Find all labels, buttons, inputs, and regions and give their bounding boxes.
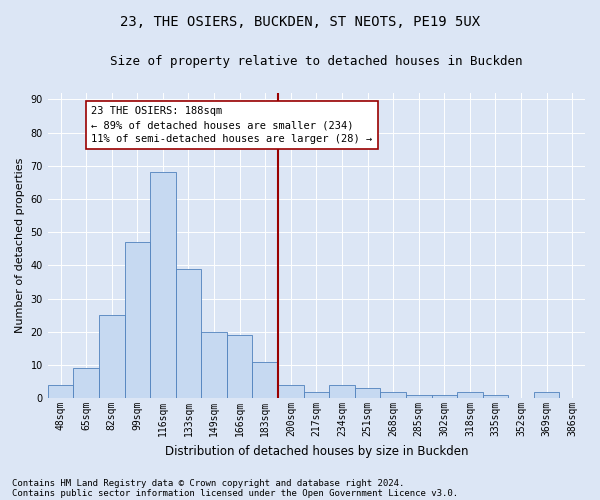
Bar [431,395,457,398]
Bar [329,385,355,398]
Bar [355,388,380,398]
Bar [304,392,329,398]
Title: Size of property relative to detached houses in Buckden: Size of property relative to detached ho… [110,55,523,68]
Text: 23 THE OSIERS: 188sqm
← 89% of detached houses are smaller (234)
11% of semi-det: 23 THE OSIERS: 188sqm ← 89% of detached … [91,106,373,144]
Bar [380,392,406,398]
Text: Contains public sector information licensed under the Open Government Licence v3: Contains public sector information licen… [12,488,458,498]
Y-axis label: Number of detached properties: Number of detached properties [15,158,25,333]
Bar [99,315,125,398]
Bar [73,368,99,398]
Bar [482,395,508,398]
Bar [150,172,176,398]
X-axis label: Distribution of detached houses by size in Buckden: Distribution of detached houses by size … [164,444,468,458]
Bar [48,385,73,398]
Bar [125,242,150,398]
Bar [176,268,201,398]
Bar [253,362,278,398]
Text: Contains HM Land Registry data © Crown copyright and database right 2024.: Contains HM Land Registry data © Crown c… [12,478,404,488]
Bar [227,335,253,398]
Text: 23, THE OSIERS, BUCKDEN, ST NEOTS, PE19 5UX: 23, THE OSIERS, BUCKDEN, ST NEOTS, PE19 … [120,15,480,29]
Bar [406,395,431,398]
Bar [201,332,227,398]
Bar [534,392,559,398]
Bar [457,392,482,398]
Bar [278,385,304,398]
